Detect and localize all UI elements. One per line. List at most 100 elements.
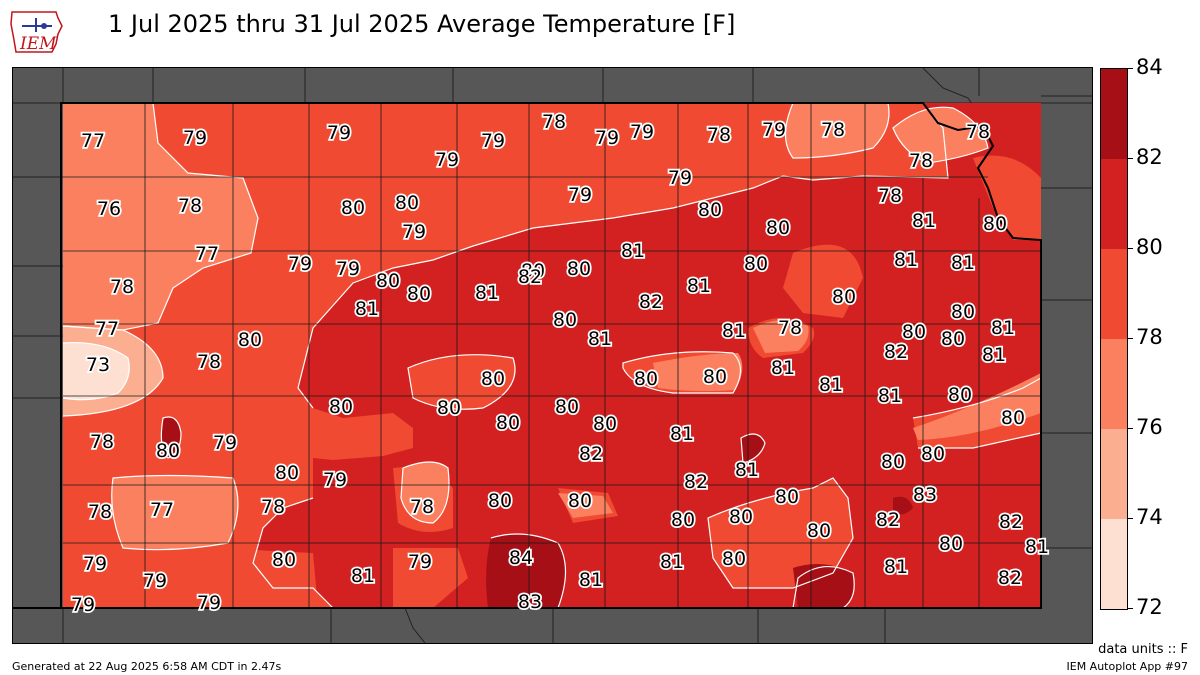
station-value: 80 (881, 451, 905, 473)
station-value: 79 (327, 122, 351, 144)
station-value: 78 (909, 150, 933, 172)
station-value: 80 (634, 368, 658, 390)
map-area: 77 79 79 79 79 78 79 79 78 79 78 78 76 78 80 80 79 79 80 78… (12, 67, 1093, 644)
station-value: 80 (744, 253, 768, 275)
station-value: 80 (481, 368, 505, 390)
station-value: 79 (568, 184, 592, 206)
station-value: 80 (722, 548, 746, 570)
station-value: 80 (407, 283, 431, 305)
station-value: 81 (355, 298, 379, 320)
map-title: 1 Jul 2025 thru 31 Jul 2025 Average Temp… (108, 10, 736, 38)
iowa-outline-icon (10, 11, 63, 53)
station-value: 80 (775, 486, 799, 508)
station-value: 80 (832, 286, 856, 308)
station-value: 80 (939, 533, 963, 555)
generated-footer: Generated at 22 Aug 2025 6:58 AM CDT in … (12, 660, 282, 673)
station-value: 80 (902, 321, 926, 343)
colorbar-segment (1101, 69, 1127, 159)
station-value: 81 (884, 556, 908, 578)
station-labels: 77 79 79 79 79 78 79 79 78 79 78 78 76 78 80 80 79 79 80 78… (69, 109, 1051, 618)
station-value: 77 (195, 243, 219, 265)
station-value: 81 (1025, 536, 1049, 558)
station-value: 80 (671, 509, 695, 531)
logo-text: IEM (20, 34, 57, 54)
station-value: 77 (150, 499, 174, 521)
colorbar-tick (1127, 518, 1133, 519)
station-value: 77 (95, 318, 119, 340)
station-value: 82 (876, 509, 900, 531)
station-value: 80 (488, 490, 512, 512)
station-value: 80 (807, 520, 831, 542)
station-value: 81 (579, 569, 603, 591)
station-value: 84 (509, 547, 533, 569)
station-value: 78 (410, 496, 434, 518)
colorbar-tick-label: 78 (1136, 325, 1163, 349)
station-value: 80 (341, 197, 365, 219)
colorbar-tick-label: 74 (1136, 505, 1163, 529)
station-value: 79 (762, 119, 786, 141)
station-value: 79 (435, 149, 459, 171)
station-value: 79 (336, 258, 360, 280)
station-value: 80 (941, 328, 965, 350)
colorbar-segment (1101, 429, 1127, 519)
station-value: 82 (998, 567, 1022, 589)
station-value: 79 (71, 594, 95, 616)
station-value: 78 (878, 185, 902, 207)
colorbar-tick (1127, 158, 1133, 159)
station-value: 81 (588, 328, 612, 350)
station-value: 79 (408, 551, 432, 573)
station-value: 81 (621, 240, 645, 262)
station-value: 79 (668, 167, 692, 189)
station-value: 82 (684, 471, 708, 493)
station-value: 81 (894, 249, 918, 271)
station-value: 81 (982, 344, 1006, 366)
iem-logo: IEM (8, 4, 64, 60)
data-units-label: data units :: F (1098, 642, 1188, 657)
station-value: 79 (595, 127, 619, 149)
station-value: 81 (687, 275, 711, 297)
colorbar-segment (1101, 159, 1127, 249)
contour-76-78 (63, 103, 1041, 550)
station-value: 78 (90, 431, 114, 453)
station-value: 78 (966, 121, 990, 143)
station-value: 80 (376, 270, 400, 292)
colorbar-tick (1127, 428, 1133, 429)
station-value: 79 (183, 127, 207, 149)
station-value: 80 (567, 258, 591, 280)
station-value: 80 (521, 260, 545, 282)
station-value: 80 (948, 384, 972, 406)
app-footer: IEM Autoplot App #97 (1066, 660, 1189, 673)
station-value: 80 (698, 199, 722, 221)
station-value: 80 (553, 309, 577, 331)
station-value: 80 (921, 443, 945, 465)
colorbar-tick-label: 80 (1136, 235, 1163, 259)
station-value: 79 (197, 592, 221, 614)
station-value: 79 (213, 432, 237, 454)
station-value: 80 (593, 413, 617, 435)
station-value: 82 (639, 291, 663, 313)
station-value: 73 (86, 354, 110, 376)
station-value: 82 (999, 511, 1023, 533)
station-value: 79 (83, 553, 107, 575)
station-value: 81 (878, 385, 902, 407)
station-value: 81 (991, 317, 1015, 339)
station-value: 81 (670, 423, 694, 445)
station-value: 78 (821, 119, 845, 141)
station-value: 80 (238, 329, 262, 351)
station-value: 80 (395, 192, 419, 214)
station-value: 81 (660, 551, 684, 573)
station-value: 78 (542, 111, 566, 133)
station-value: 80 (272, 549, 296, 571)
station-value: 79 (143, 570, 167, 592)
colorbar-tick-label: 84 (1136, 55, 1163, 79)
colorbar-segment (1101, 519, 1127, 609)
colorbar-tick-label: 76 (1136, 415, 1163, 439)
station-value: 81 (351, 565, 375, 587)
station-value: 78 (110, 276, 134, 298)
station-value: 78 (707, 124, 731, 146)
station-value: 81 (771, 357, 795, 379)
colorbar-tick (1127, 338, 1133, 339)
station-value: 79 (630, 121, 654, 143)
station-value: 78 (261, 496, 285, 518)
station-value: 80 (766, 217, 790, 239)
